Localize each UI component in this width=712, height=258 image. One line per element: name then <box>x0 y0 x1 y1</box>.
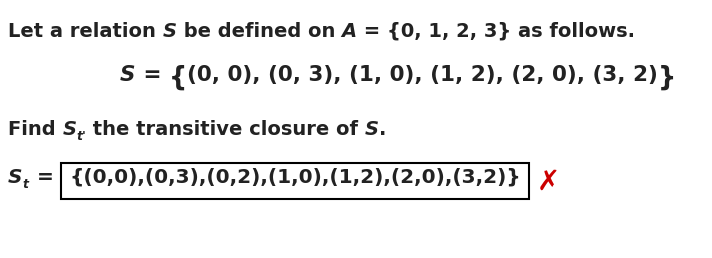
Text: S: S <box>8 168 23 187</box>
Text: Find: Find <box>8 120 63 139</box>
Text: {(0,0),(0,3),(0,2),(1,0),(1,2),(2,0),(3,2)}: {(0,0),(0,3),(0,2),(1,0),(1,2),(2,0),(3,… <box>69 168 521 187</box>
Text: {: { <box>169 65 187 91</box>
Text: t': t' <box>76 131 86 143</box>
Text: S: S <box>365 120 379 139</box>
Text: S: S <box>120 65 135 85</box>
Text: be defined on: be defined on <box>177 22 342 41</box>
Text: Let a relation: Let a relation <box>8 22 162 41</box>
Text: }: } <box>658 65 676 91</box>
Text: t: t <box>23 179 28 191</box>
Text: .: . <box>379 120 387 139</box>
Text: = {0, 1, 2, 3} as follows.: = {0, 1, 2, 3} as follows. <box>357 22 635 41</box>
Text: S: S <box>162 22 177 41</box>
Text: A: A <box>342 22 357 41</box>
Text: S: S <box>63 120 76 139</box>
Text: the transitive closure of: the transitive closure of <box>86 120 365 139</box>
Text: (0, 0), (0, 3), (1, 0), (1, 2), (2, 0), (3, 2): (0, 0), (0, 3), (1, 0), (1, 2), (2, 0), … <box>187 65 658 85</box>
Text: =: = <box>135 65 169 85</box>
Text: =: = <box>31 168 61 187</box>
FancyBboxPatch shape <box>61 163 529 199</box>
Text: ✗: ✗ <box>537 168 560 196</box>
